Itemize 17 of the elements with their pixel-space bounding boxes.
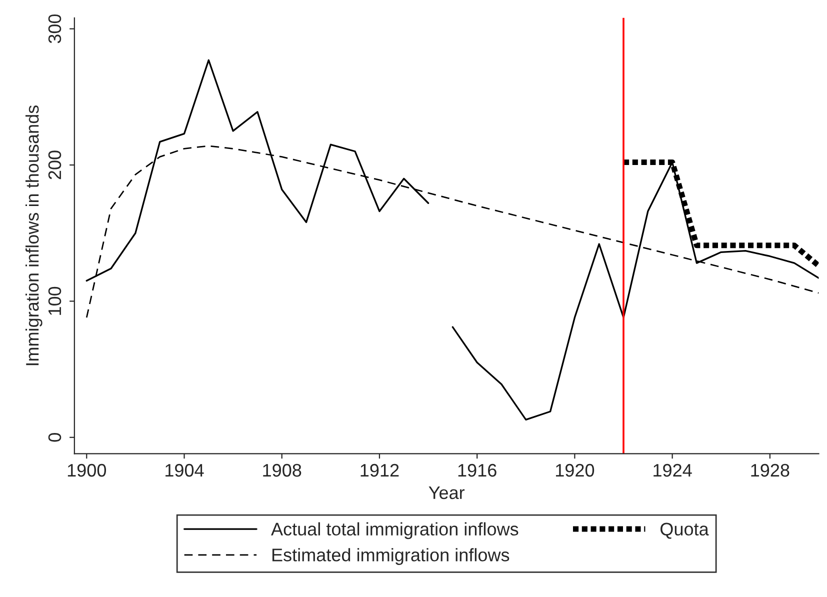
y-tick-label: 100 [48, 286, 62, 315]
y-tick-label: 0 [48, 433, 62, 442]
x-tick-label: 1916 [458, 464, 496, 477]
x-axis-title: Year [428, 486, 465, 500]
x-tick-label: 1912 [360, 464, 399, 477]
legend-label: Estimated immigration inflows [272, 548, 510, 565]
x-tick-label: 1920 [556, 464, 594, 477]
x-tick-label: 1900 [68, 464, 106, 477]
y-tick-label: 200 [48, 150, 62, 180]
y-tick-label: 300 [48, 14, 62, 44]
x-tick-label: 1928 [751, 464, 790, 477]
x-tick-label: 1904 [166, 464, 204, 477]
y-axis-title: Immigration inflows in thousands [25, 105, 42, 366]
legend-label: Quota [660, 522, 709, 539]
x-tick-label: 1924 [654, 464, 692, 477]
x-tick-label: 1908 [263, 464, 302, 477]
legend-label: Actual total immigration inflows [271, 522, 518, 540]
